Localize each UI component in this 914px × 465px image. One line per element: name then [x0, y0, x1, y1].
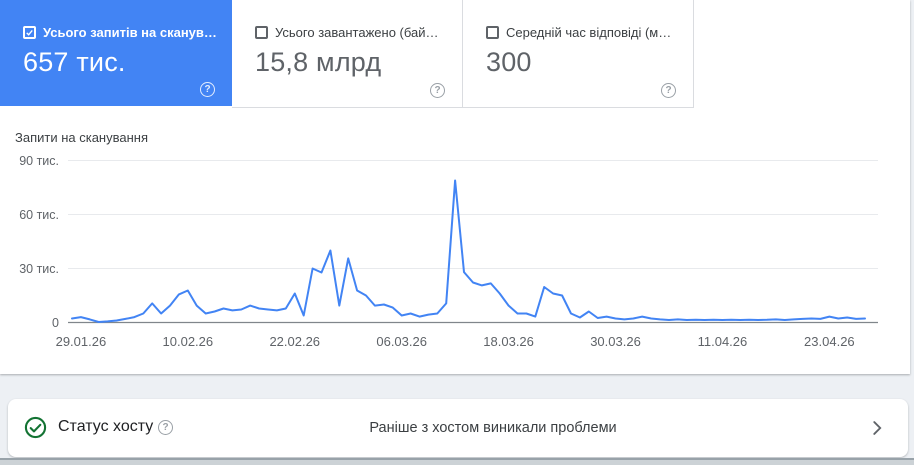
metric-card-header: Середній час відповіді (м… [486, 25, 687, 40]
help-icon[interactable]: ? [661, 83, 676, 98]
y-axis-tick-label: 90 тис. [19, 153, 59, 168]
checkmark-icon [26, 30, 33, 36]
metric-card-value: 15,8 млрд [255, 47, 382, 77]
help-icon[interactable]: ? [200, 82, 215, 97]
x-axis-tick-label: 30.03.26 [590, 334, 641, 349]
bottom-edge-strip [0, 458, 914, 465]
chevron-right-icon[interactable] [866, 417, 888, 439]
metric-card-avg-response-time[interactable]: Середній час відповіді (м… 300 ? [463, 0, 694, 108]
response-time-checkbox[interactable] [486, 26, 499, 39]
x-axis-tick-label: 06.03.26 [376, 334, 427, 349]
metric-card-header: Усього запитів на сканув… [23, 25, 226, 40]
help-icon[interactable]: ? [430, 83, 445, 98]
metric-card-value: 657 тис. [23, 47, 126, 77]
host-status-message: Раніше з хостом виникали проблеми [369, 420, 617, 436]
x-axis-tick-label: 22.02.26 [269, 334, 321, 349]
y-axis-tick-label: 60 тис. [19, 207, 59, 222]
metric-card-total-download-size[interactable]: Усього завантажено (бай… 15,8 млрд ? [232, 0, 463, 108]
x-axis-tick-label: 29.01.26 [55, 334, 107, 349]
metric-card-label: Усього завантажено (бай… [275, 25, 439, 40]
metric-card-label: Усього запитів на сканув… [43, 25, 217, 40]
metric-card-label: Середній час відповіді (м… [506, 25, 672, 40]
x-axis-tick-label: 18.03.26 [483, 334, 534, 349]
y-axis-tick-label: 0 [52, 315, 59, 330]
x-axis-tick-label: 10.02.26 [162, 334, 214, 349]
host-status-title: Статус хосту [58, 418, 154, 435]
crawl-requests-series-line [71, 179, 866, 323]
crawl-requests-line-chart [68, 160, 878, 324]
crawl-requests-checkbox[interactable] [23, 26, 36, 39]
metric-cards-row: Усього запитів на сканув… 657 тис. ? Усь… [0, 0, 694, 108]
help-icon[interactable]: ? [158, 420, 173, 435]
host-status-ok-icon [24, 416, 47, 439]
chart-title: Запити на сканування [15, 130, 149, 145]
metric-card-total-crawl-requests[interactable]: Усього запитів на сканув… 657 тис. ? [0, 0, 232, 106]
host-status-card[interactable]: Статус хосту ? Раніше з хостом виникали … [8, 399, 908, 457]
download-size-checkbox[interactable] [255, 26, 268, 39]
y-axis-tick-label: 30 тис. [19, 261, 59, 276]
x-axis-tick-label: 23.04.26 [804, 334, 855, 349]
x-axis-tick-label: 11.04.26 [697, 334, 748, 349]
crawl-stats-card: Усього запитів на сканув… 657 тис. ? Усь… [0, 0, 910, 374]
metric-card-value: 300 [486, 47, 532, 77]
metric-card-header: Усього завантажено (бай… [255, 25, 456, 40]
